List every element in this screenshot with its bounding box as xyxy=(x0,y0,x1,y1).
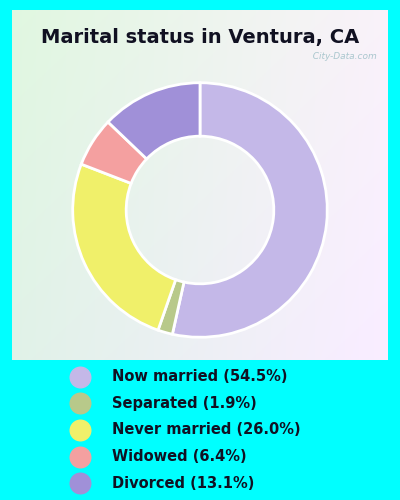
Point xyxy=(77,452,83,460)
Point xyxy=(77,373,83,381)
Wedge shape xyxy=(172,82,327,338)
Text: Never married (26.0%): Never married (26.0%) xyxy=(112,422,301,438)
Wedge shape xyxy=(108,82,200,159)
Point xyxy=(77,400,83,407)
Wedge shape xyxy=(158,280,184,334)
Text: Marital status in Ventura, CA: Marital status in Ventura, CA xyxy=(41,28,359,46)
Text: City-Data.com: City-Data.com xyxy=(307,52,377,61)
Point xyxy=(77,479,83,487)
Point xyxy=(77,426,83,434)
Text: Divorced (13.1%): Divorced (13.1%) xyxy=(112,476,254,490)
Text: Widowed (6.4%): Widowed (6.4%) xyxy=(112,449,247,464)
Text: Now married (54.5%): Now married (54.5%) xyxy=(112,370,288,384)
Wedge shape xyxy=(81,122,147,184)
Text: Separated (1.9%): Separated (1.9%) xyxy=(112,396,257,411)
Wedge shape xyxy=(73,164,176,330)
